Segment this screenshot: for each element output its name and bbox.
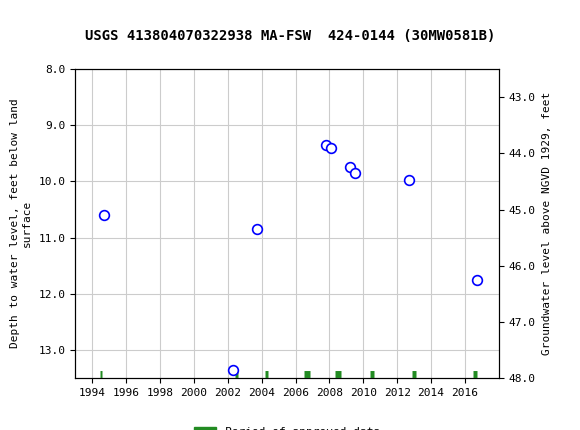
Text: ▒USGS: ▒USGS xyxy=(17,9,72,30)
Y-axis label: Groundwater level above NGVD 1929, feet: Groundwater level above NGVD 1929, feet xyxy=(542,92,553,355)
Text: USGS 413804070322938 MA-FSW  424-0144 (30MW0581B): USGS 413804070322938 MA-FSW 424-0144 (30… xyxy=(85,29,495,43)
Legend: Period of approved data: Period of approved data xyxy=(190,422,385,430)
Y-axis label: Depth to water level, feet below land
surface: Depth to water level, feet below land su… xyxy=(10,99,32,348)
